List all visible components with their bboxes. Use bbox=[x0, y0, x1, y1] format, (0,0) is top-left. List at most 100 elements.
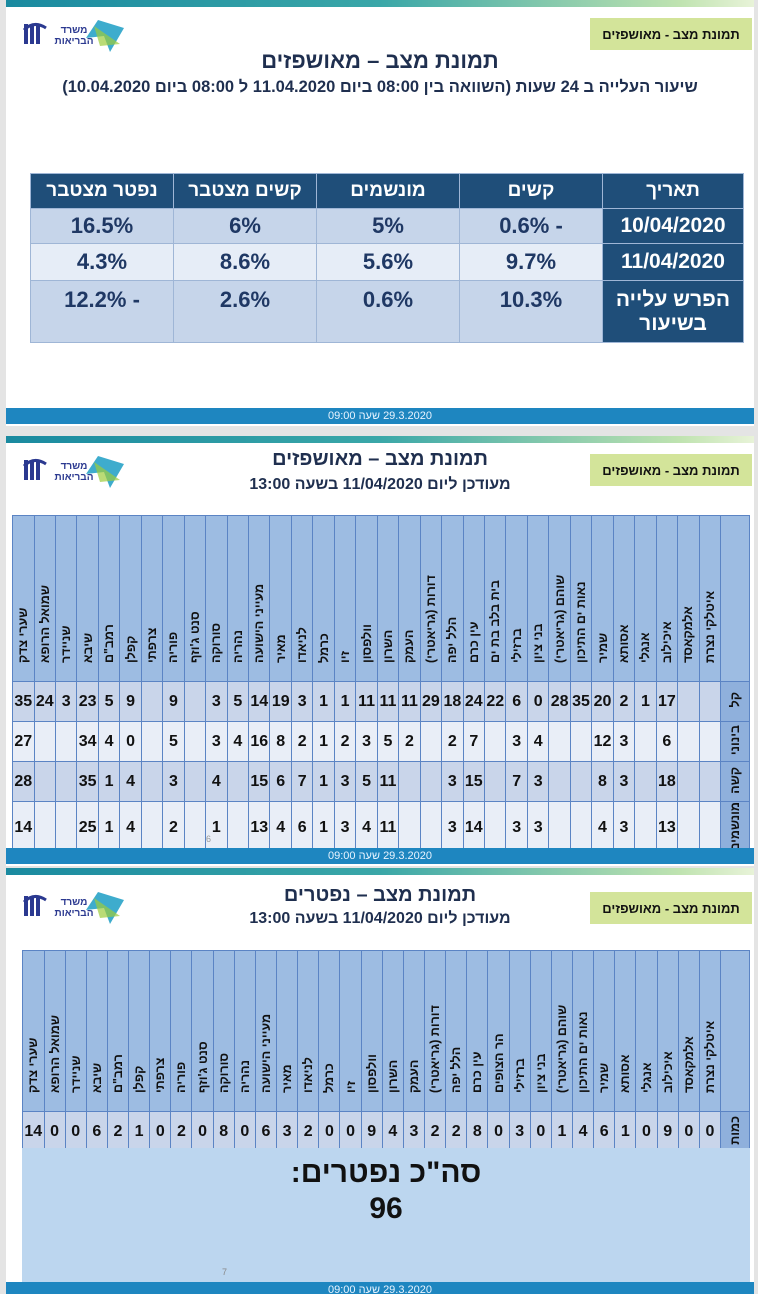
hospital-header: כרמל bbox=[318, 950, 341, 1112]
header-row: איטלקי נצרת אלמקאסד איכילוב אנגלי אסותא שמיר נ… bbox=[22, 950, 750, 1112]
table-cell bbox=[548, 721, 571, 762]
hospital-name: נאות ים התיכון bbox=[574, 581, 589, 663]
table-cell: 17 bbox=[655, 681, 679, 722]
table-cell: 5 bbox=[355, 761, 378, 802]
table-cell: 4 bbox=[526, 721, 550, 762]
table-cell: 9 bbox=[656, 1111, 679, 1152]
table-cell: 0 bbox=[233, 1111, 256, 1152]
total-deceased-label: סה"כ נפטרים: bbox=[290, 1156, 482, 1189]
hospital-header: הלל יפה bbox=[441, 515, 464, 682]
table-cell: 11 bbox=[398, 681, 421, 722]
table-cell bbox=[698, 681, 722, 722]
hospital-header: מאיר bbox=[276, 950, 299, 1112]
hospital-name: נהריה bbox=[237, 1059, 252, 1093]
hospital-header: איכילוב bbox=[655, 515, 679, 682]
rate-summary-table: תאריך קשים מונשמים קשים מצטבר נפטר מצטבר 10/0… bbox=[30, 173, 744, 343]
table-cell: 8 bbox=[212, 1111, 235, 1152]
table-cell bbox=[484, 721, 507, 762]
hospital-name: מעייני הישועה bbox=[252, 583, 267, 663]
hospital-header: אנגלי bbox=[635, 950, 658, 1112]
table-cell bbox=[140, 761, 164, 802]
table-row: קל 17 1 2 20 35 28 0 6 22 24 18 29 11 11 11 1 1 3 19 14 5 3 9 9 5… bbox=[12, 681, 750, 722]
table-cell: 3 bbox=[205, 681, 228, 722]
hospital-name: אסותא bbox=[618, 1054, 633, 1093]
hospital-header: רמב"ם bbox=[97, 515, 121, 682]
table-cell bbox=[569, 721, 593, 762]
hospital-name: צרפתי bbox=[153, 1057, 168, 1093]
table-cell: 15 bbox=[462, 761, 486, 802]
slide-footer: 29.3.2020 שעה 09:00 bbox=[6, 848, 754, 864]
hospital-header: עין כרם bbox=[466, 950, 489, 1112]
table-cell: 0 bbox=[43, 1111, 66, 1152]
hospital-name: שיבא bbox=[89, 1062, 104, 1093]
table-cell: 0 bbox=[529, 1111, 552, 1152]
hospital-header: צרפתי bbox=[140, 515, 164, 682]
hospital-name: וולפסון bbox=[364, 1054, 379, 1093]
table-cell bbox=[33, 761, 56, 802]
page-number: 7 bbox=[222, 1267, 228, 1277]
hospital-name: שמואל הרופא bbox=[37, 585, 52, 663]
table-cell: 0 bbox=[64, 1111, 87, 1152]
hospital-name: דורות (גריאטרי) bbox=[428, 1005, 443, 1093]
table-cell bbox=[677, 681, 700, 722]
hospital-name: עין כרם bbox=[466, 621, 481, 664]
top-gradient-bar bbox=[6, 0, 754, 7]
table-cell bbox=[140, 681, 164, 722]
hospital-name: וולפסון bbox=[359, 624, 374, 663]
table-cell: 14 bbox=[248, 681, 271, 722]
hospital-name: זיו bbox=[343, 1080, 358, 1093]
hospital-name: ברזילי bbox=[512, 1058, 527, 1093]
table-cell bbox=[634, 761, 657, 802]
slide-footer: 29.3.2020 שעה 09:00 bbox=[6, 1282, 754, 1294]
table-cell: 4 bbox=[381, 1111, 404, 1152]
hospital-header: שוהם (גריאטרי) bbox=[548, 515, 571, 682]
hospital-header: שערי צדק bbox=[12, 515, 35, 682]
table-cell: 20 bbox=[591, 681, 614, 722]
table-cell: 6 bbox=[290, 801, 314, 856]
table-cell: 0.6% bbox=[316, 280, 460, 343]
hospital-header: העמק bbox=[398, 515, 421, 682]
table-cell bbox=[419, 801, 443, 856]
row-header: קל bbox=[720, 681, 750, 722]
table-cell: 1 bbox=[312, 681, 335, 722]
row-header: כמות bbox=[720, 1111, 750, 1152]
table-cell: 28 bbox=[548, 681, 571, 722]
table-cell: 5 bbox=[226, 681, 250, 722]
table-cell: 1 bbox=[97, 761, 121, 802]
table-cell: 7 bbox=[290, 761, 314, 802]
hospital-name: אסותא bbox=[616, 624, 631, 663]
table-cell: 2 bbox=[297, 1111, 320, 1152]
table-cell: 5 bbox=[376, 721, 400, 762]
table-cell: 0 bbox=[487, 1111, 510, 1152]
hospital-name: ברזילי bbox=[509, 628, 524, 663]
table-cell bbox=[33, 801, 56, 856]
hospital-header: נאות ים התיכון bbox=[569, 515, 593, 682]
hospital-name: שמיר bbox=[595, 632, 610, 663]
logo-text: משרד הבריאות bbox=[54, 897, 94, 919]
hospital-header: שניידר bbox=[64, 950, 87, 1112]
table-cell: 6 bbox=[655, 721, 679, 762]
hospital-name: שניידר bbox=[68, 1055, 83, 1093]
hospital-header: סורוקה bbox=[205, 515, 228, 682]
hospital-header: לניאדו bbox=[297, 950, 320, 1112]
hospital-header: סנט ג'וזף bbox=[191, 950, 214, 1112]
hospital-name: מאיר bbox=[280, 1064, 295, 1093]
table-cell: 3 bbox=[526, 801, 550, 856]
table-cell: 6 bbox=[505, 681, 528, 722]
table-cell: 34 bbox=[76, 721, 99, 762]
table-cell: 8.6% bbox=[173, 243, 317, 281]
table-cell: 0 bbox=[339, 1111, 362, 1152]
table-cell: 3 bbox=[402, 1111, 426, 1152]
hospital-name: איכילוב bbox=[660, 1051, 675, 1093]
corner-cell bbox=[720, 950, 750, 1112]
hospital-name: סנט ג'וזף bbox=[195, 1041, 210, 1093]
hospital-header: שמיר bbox=[591, 515, 614, 682]
hospital-name: צרפתי bbox=[145, 627, 159, 663]
table-cell bbox=[419, 761, 443, 802]
top-gradient-bar bbox=[6, 436, 754, 443]
hospital-header: השרון bbox=[381, 950, 404, 1112]
table-cell: 0 bbox=[526, 681, 550, 722]
hospital-header: איטלקי נצרת bbox=[698, 950, 722, 1112]
header-row: איטלקי נצרת אלמקאסד איכילוב אנגלי אסותא שמיר נ… bbox=[12, 515, 750, 682]
slide-hospitalized: תמונת מצב - מאושפזים משרד הבריאות תמונת … bbox=[6, 436, 754, 866]
